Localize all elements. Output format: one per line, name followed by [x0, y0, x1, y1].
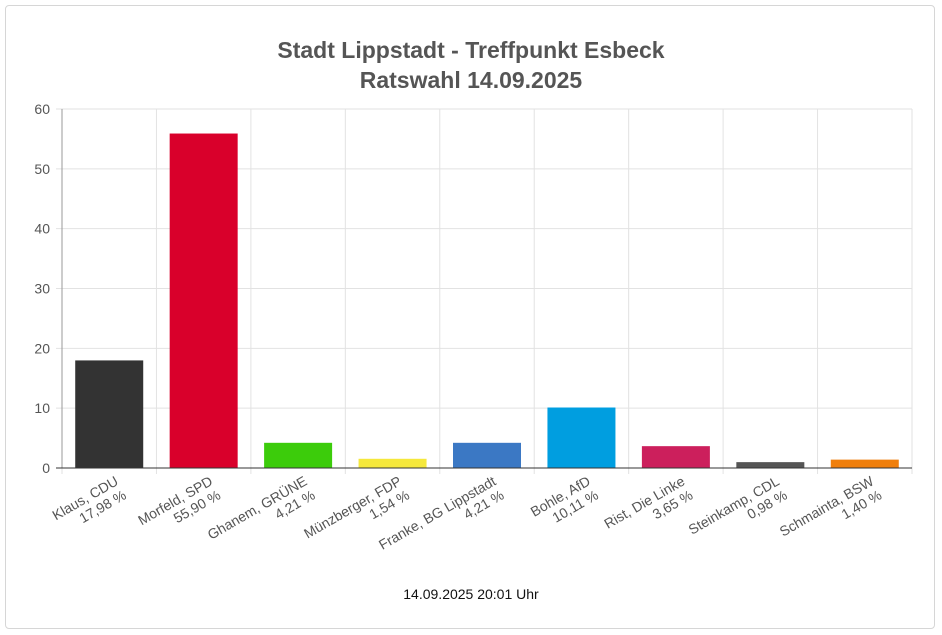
bar [736, 462, 805, 468]
y-tick-label: 10 [34, 400, 50, 416]
y-tick-label: 0 [42, 460, 50, 476]
bar [75, 360, 144, 468]
bar [830, 459, 899, 468]
x-tick-label: Schmainta, BSW1,40 % [777, 472, 885, 553]
y-tick-label: 40 [34, 221, 50, 237]
y-tick-label: 20 [34, 340, 50, 356]
y-tick-label: 50 [34, 161, 50, 177]
x-tick-label: Bohle, AfD10,11 % [528, 473, 601, 534]
y-tick-label: 30 [34, 281, 50, 297]
chart-title: Stadt Lippstadt - Treffpunkt Esbeck [277, 37, 665, 63]
bar [453, 442, 521, 468]
timestamp-footer: 14.09.2025 20:01 Uhr [403, 586, 539, 602]
bar [641, 446, 710, 468]
x-tick-label: Rist, Die Linke3,65 % [601, 473, 695, 546]
chart-subtitle: Ratswahl 14.09.2025 [359, 67, 583, 93]
y-tick-label: 60 [34, 101, 50, 117]
x-tick-label: Ghanem, GRÜNE4,21 % [204, 472, 318, 557]
bar [169, 133, 238, 468]
x-tick-label: Klaus, CDU17,98 % [49, 473, 128, 537]
bar [547, 407, 616, 468]
bar [264, 442, 333, 468]
bar [358, 458, 427, 468]
x-tick-label: Steinkamp, CDL0,98 % [686, 473, 790, 552]
